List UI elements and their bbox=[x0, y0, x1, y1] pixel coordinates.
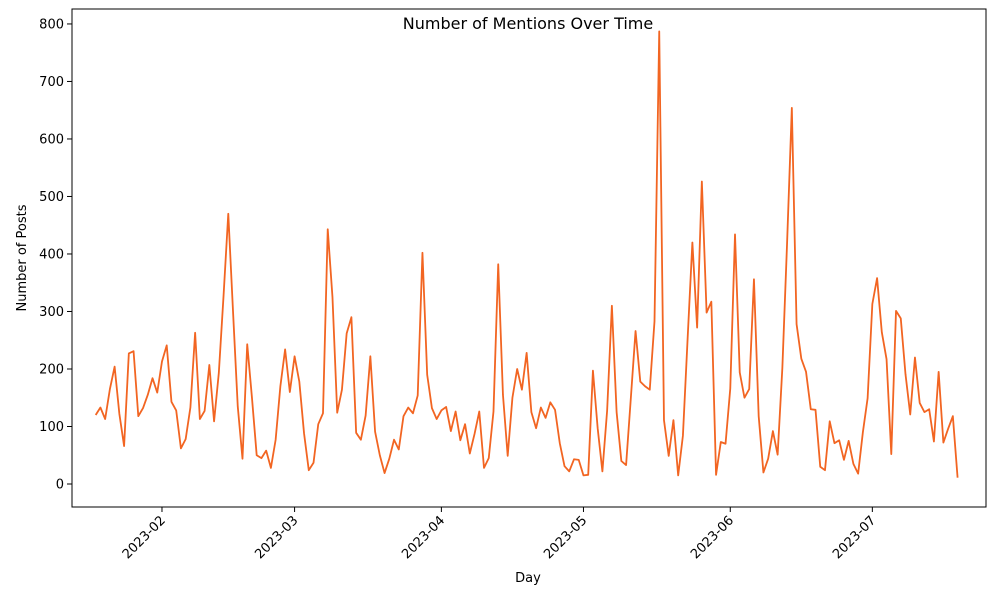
y-tick-label: 800 bbox=[39, 17, 64, 32]
y-axis-label: Number of Posts bbox=[15, 204, 30, 311]
y-tick-label: 200 bbox=[39, 362, 64, 377]
series-line bbox=[94, 30, 959, 478]
plot-area-frame bbox=[71, 8, 987, 508]
y-tick-label: 400 bbox=[39, 247, 64, 262]
y-tick-label: 700 bbox=[39, 75, 64, 90]
x-axis-label: Day bbox=[515, 571, 541, 586]
y-tick-label: 600 bbox=[39, 132, 64, 147]
y-tick-label: 0 bbox=[56, 477, 64, 492]
y-tick-label: 300 bbox=[39, 305, 64, 320]
chart-title: Number of Mentions Over Time bbox=[403, 14, 653, 33]
y-tick-label: 100 bbox=[39, 420, 64, 435]
y-axis-ticks: 0 100 200 300 400 500 600 700 800 bbox=[39, 17, 72, 492]
y-tick-label: 500 bbox=[39, 190, 64, 205]
